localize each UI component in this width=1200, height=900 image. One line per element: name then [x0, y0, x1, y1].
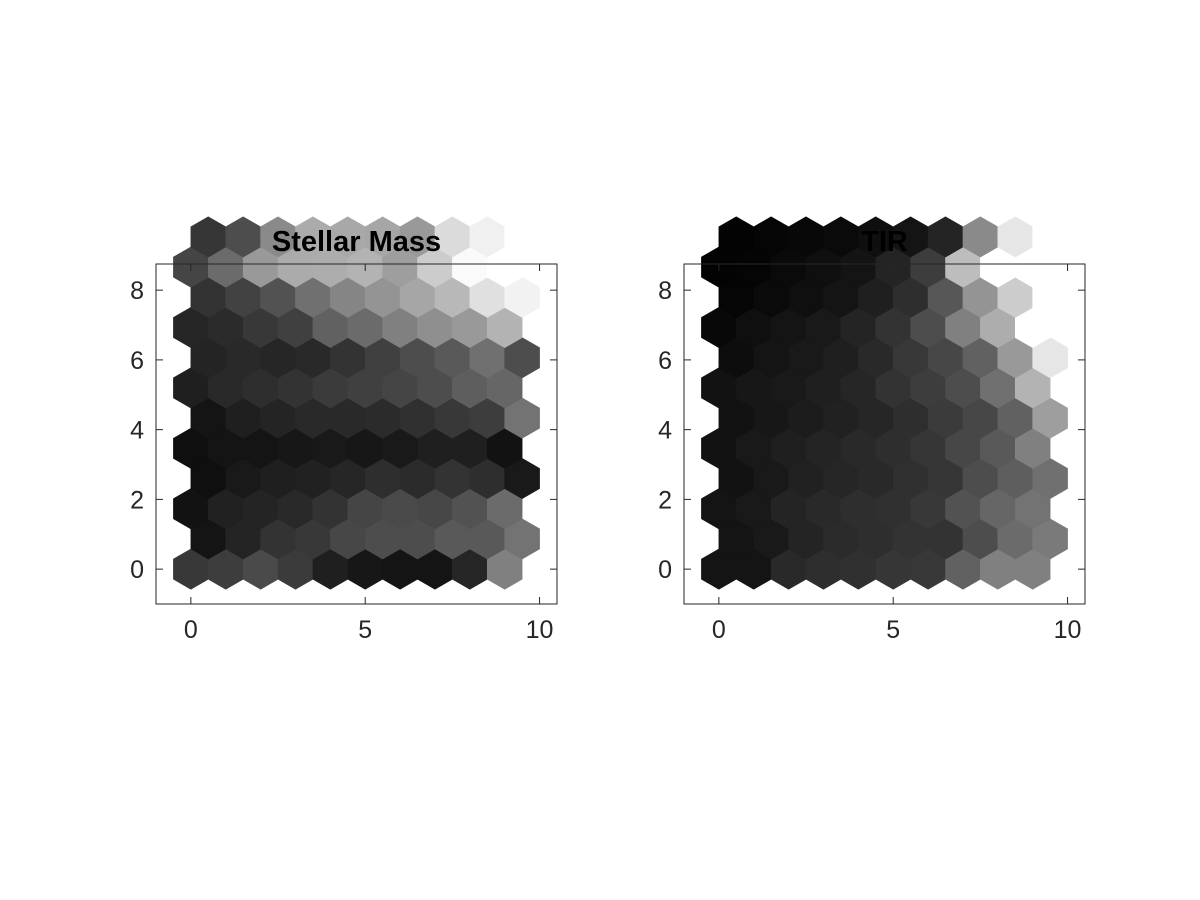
x-tick-label: 5 [358, 616, 372, 644]
hex-cell [504, 216, 540, 258]
heatmap-cells [701, 216, 1068, 590]
axes-frame [155, 263, 558, 605]
y-tick-label: 6 [658, 347, 672, 375]
x-tick-label: 5 [886, 616, 900, 644]
x-tick-label: 10 [1054, 616, 1082, 644]
y-tick-label: 4 [130, 417, 144, 445]
y-tick-label: 4 [658, 417, 672, 445]
y-tick-label: 0 [658, 556, 672, 584]
heatmap-cells [173, 216, 540, 590]
y-tick-label: 8 [130, 277, 144, 305]
y-tick-label: 2 [658, 486, 672, 514]
x-tick-label: 0 [712, 616, 726, 644]
y-tick-label: 0 [130, 556, 144, 584]
x-tick-label: 10 [526, 616, 554, 644]
y-tick-label: 2 [130, 486, 144, 514]
axes-frame [683, 263, 1086, 605]
x-tick-label: 0 [184, 616, 198, 644]
chart-panel-1: 0 5 10 0 2 4 6 8 Stellar Mass [130, 216, 558, 644]
hex-cell [1032, 216, 1068, 258]
y-tick-label: 6 [130, 347, 144, 375]
chart-title: TIR [861, 226, 908, 258]
chart-panel-2: 0 5 10 0 2 4 6 8 TIR [658, 216, 1086, 644]
chart-title: Stellar Mass [272, 226, 441, 258]
y-tick-label: 8 [658, 277, 672, 305]
